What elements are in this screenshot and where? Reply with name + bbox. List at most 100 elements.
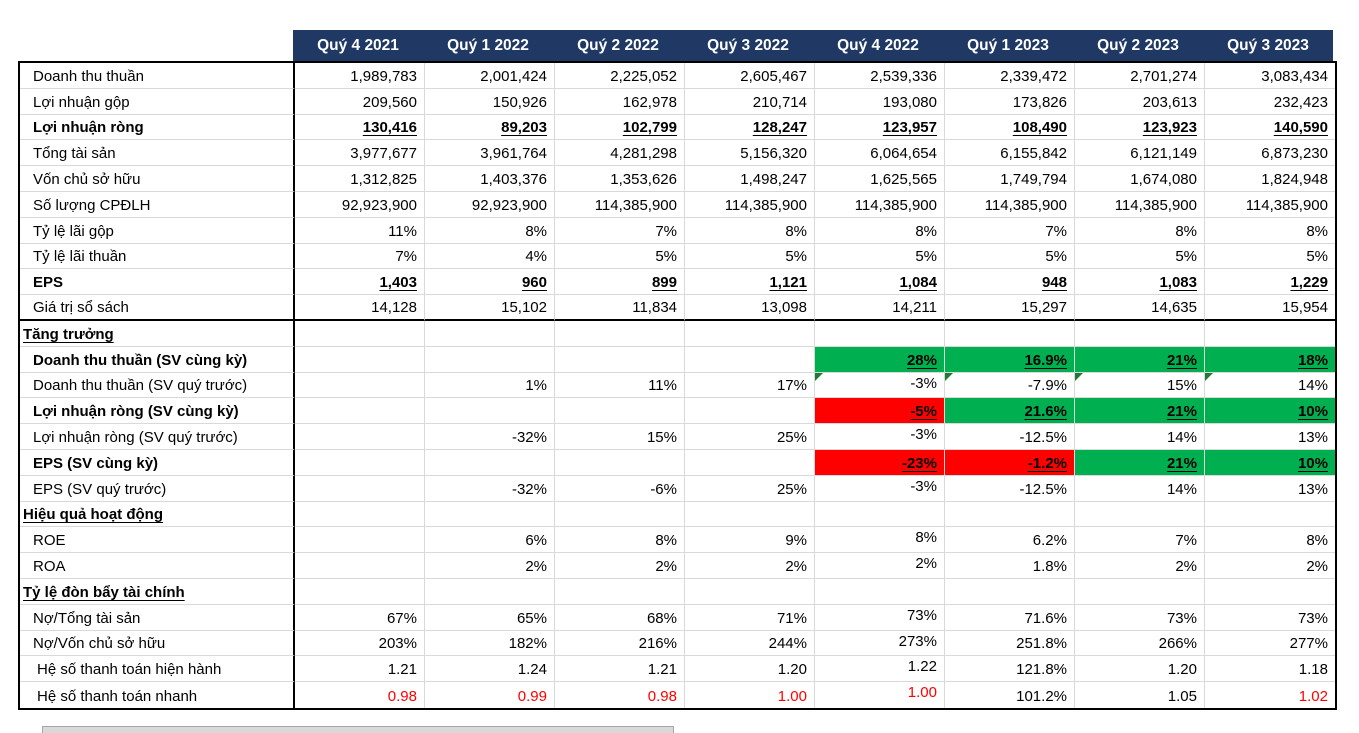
table-cell[interactable]: 15,954 [1205,295,1335,321]
table-cell[interactable]: 73% [1075,604,1205,631]
table-cell[interactable] [1205,578,1335,605]
table-cell[interactable]: 8% [815,527,945,554]
row-label[interactable]: Lợi nhuận ròng (SV cùng kỳ) [20,398,295,425]
table-cell[interactable]: 6,873,230 [1205,140,1335,167]
table-cell[interactable]: 102,799 [555,114,685,141]
table-cell[interactable]: 273% [815,630,945,657]
column-header[interactable]: Quý 1 2023 [943,30,1073,61]
table-cell[interactable]: 14,635 [1075,295,1205,321]
table-cell[interactable]: 5% [1075,243,1205,270]
row-label[interactable]: Doanh thu thuần (SV cùng kỳ) [20,346,295,373]
table-cell[interactable]: 1,498,247 [685,166,815,192]
table-cell[interactable] [425,449,555,476]
table-cell[interactable]: 5% [685,243,815,270]
table-cell[interactable]: 3,961,764 [425,140,555,167]
table-cell[interactable]: 1.21 [295,656,425,683]
table-cell[interactable]: 9% [685,527,815,554]
table-cell[interactable]: -12.5% [945,424,1075,450]
table-cell[interactable]: 4% [425,243,555,270]
table-cell[interactable]: 1,749,794 [945,166,1075,192]
table-cell[interactable] [945,578,1075,605]
table-cell[interactable] [295,578,425,605]
row-label[interactable]: Lợi nhuận ròng [20,114,295,141]
table-cell[interactable]: 11,834 [555,295,685,321]
table-cell[interactable]: 2% [685,553,815,579]
table-cell[interactable]: 1.21 [555,656,685,683]
table-cell[interactable]: -23% [815,449,945,476]
table-cell[interactable]: 8% [815,217,945,244]
table-cell[interactable]: 251.8% [945,630,1075,657]
table-cell[interactable]: 114,385,900 [945,191,1075,218]
table-cell[interactable]: 899 [555,269,685,296]
table-cell[interactable]: 73% [815,604,945,631]
table-cell[interactable]: 1,403 [295,269,425,296]
table-cell[interactable]: 6,155,842 [945,140,1075,167]
table-cell[interactable]: 2,539,336 [815,63,945,89]
table-cell[interactable]: 13% [1205,475,1335,502]
table-cell[interactable] [685,398,815,425]
table-cell[interactable]: -3% [815,424,945,450]
table-cell[interactable] [685,501,815,528]
table-cell[interactable] [1205,501,1335,528]
row-label[interactable]: ROE [20,527,295,554]
table-cell[interactable]: 1,312,825 [295,166,425,192]
table-cell[interactable] [555,501,685,528]
table-cell[interactable] [555,346,685,373]
table-cell[interactable]: 232,423 [1205,88,1335,115]
table-cell[interactable]: 2% [1205,553,1335,579]
table-cell[interactable]: 1.05 [1075,682,1205,708]
table-cell[interactable]: 216% [555,630,685,657]
row-label[interactable]: Doanh thu thuần [20,63,295,89]
table-cell[interactable]: 114,385,900 [555,191,685,218]
table-cell[interactable] [815,320,945,347]
table-cell[interactable]: 21% [1075,398,1205,425]
table-cell[interactable] [295,475,425,502]
table-cell[interactable]: 15,102 [425,295,555,321]
table-cell[interactable]: 203,613 [1075,88,1205,115]
table-cell[interactable] [685,320,815,347]
row-label[interactable]: Tỷ lệ đòn bẩy tài chính [20,578,295,605]
column-header[interactable]: Quý 3 2023 [1203,30,1333,61]
table-cell[interactable]: 1.00 [685,682,815,708]
table-cell[interactable]: 28% [815,346,945,373]
table-cell[interactable]: 5% [945,243,1075,270]
table-cell[interactable]: 14% [1075,475,1205,502]
table-cell[interactable]: 8% [1205,527,1335,554]
table-cell[interactable]: 10% [1205,398,1335,425]
table-cell[interactable] [685,449,815,476]
table-cell[interactable]: 6,121,149 [1075,140,1205,167]
row-label[interactable]: Hệ số thanh toán nhanh [20,682,295,708]
table-cell[interactable]: 2,001,424 [425,63,555,89]
table-cell[interactable]: 123,923 [1075,114,1205,141]
table-cell[interactable]: 114,385,900 [1075,191,1205,218]
table-cell[interactable]: 960 [425,269,555,296]
table-cell[interactable] [425,398,555,425]
table-cell[interactable]: -3% [815,372,945,399]
table-cell[interactable]: 1.20 [1075,656,1205,683]
row-label[interactable]: ROA [20,553,295,579]
row-label[interactable]: Nợ/Tổng tài sản [20,604,295,631]
table-cell[interactable] [295,553,425,579]
table-cell[interactable]: 65% [425,604,555,631]
table-cell[interactable] [815,578,945,605]
table-cell[interactable] [1075,320,1205,347]
table-cell[interactable]: 1,625,565 [815,166,945,192]
table-cell[interactable]: 1.18 [1205,656,1335,683]
table-cell[interactable]: 8% [425,217,555,244]
table-cell[interactable]: 8% [1205,217,1335,244]
table-cell[interactable]: 4,281,298 [555,140,685,167]
table-cell[interactable]: 1.02 [1205,682,1335,708]
table-cell[interactable] [555,398,685,425]
row-label[interactable]: Hiệu quả hoạt động [20,501,295,528]
table-cell[interactable] [295,346,425,373]
table-cell[interactable]: 71% [685,604,815,631]
table-cell[interactable]: 17% [685,372,815,399]
table-cell[interactable]: 71.6% [945,604,1075,631]
table-cell[interactable] [425,346,555,373]
table-cell[interactable] [1075,578,1205,605]
table-cell[interactable]: 68% [555,604,685,631]
table-cell[interactable] [295,398,425,425]
table-cell[interactable]: 266% [1075,630,1205,657]
row-label[interactable]: EPS (SV quý trước) [20,475,295,502]
column-header[interactable]: Quý 1 2022 [423,30,553,61]
